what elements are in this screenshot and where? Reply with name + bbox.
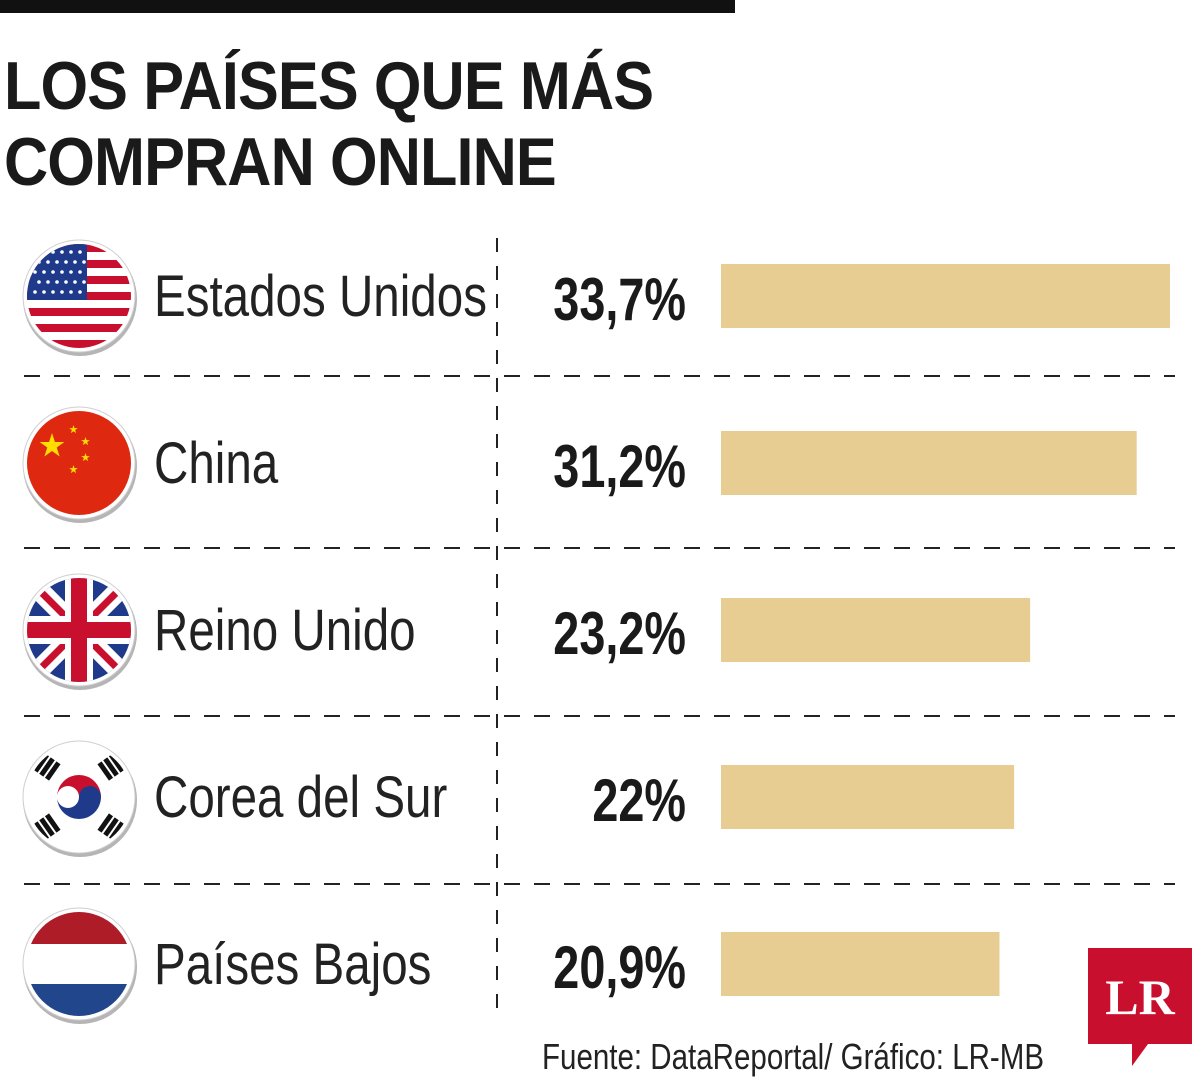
bar xyxy=(721,264,1170,328)
grid-dividers xyxy=(24,238,1175,1022)
us-flag-icon xyxy=(22,239,137,356)
category-label: Países Bajos xyxy=(154,933,431,998)
value-label: 20,9% xyxy=(553,934,686,1001)
title-line-1: LOS PAÍSES QUE MÁS xyxy=(4,48,654,124)
source-note: Fuente: DataReportal/ Gráfico: LR-MB xyxy=(542,1036,1045,1077)
bar xyxy=(721,598,1031,662)
category-label: Corea del Sur xyxy=(154,766,447,831)
south-korea-flag-icon xyxy=(22,740,137,857)
china-flag-icon xyxy=(22,406,137,523)
netherlands-flag-icon xyxy=(22,907,137,1024)
chart-row: Estados Unidos 33,7% xyxy=(22,239,1170,356)
value-label: 31,2% xyxy=(553,433,686,500)
value-label: 23,2% xyxy=(553,600,686,667)
category-label: Reino Unido xyxy=(154,599,416,664)
category-label: Estados Unidos xyxy=(154,265,487,330)
bar xyxy=(721,932,1000,996)
lr-logo: LR xyxy=(1088,948,1192,1066)
chart-row: Corea del Sur 22% xyxy=(22,740,1015,857)
uk-flag-icon xyxy=(22,573,137,690)
title-line-2: COMPRAN ONLINE xyxy=(4,124,557,200)
top-rule xyxy=(0,0,735,13)
page-title: LOS PAÍSES QUE MÁS COMPRAN ONLINE xyxy=(4,48,654,200)
chart-row: China 31,2% xyxy=(22,406,1137,523)
chart-row: Reino Unido 23,2% xyxy=(22,573,1031,690)
chart-row: Países Bajos 20,9% xyxy=(22,907,1000,1024)
logo-text: LR xyxy=(1105,969,1175,1025)
bar xyxy=(721,431,1137,495)
category-label: China xyxy=(154,432,279,497)
value-label: 22% xyxy=(592,767,686,834)
bar xyxy=(721,765,1015,829)
value-label: 33,7% xyxy=(553,266,686,333)
